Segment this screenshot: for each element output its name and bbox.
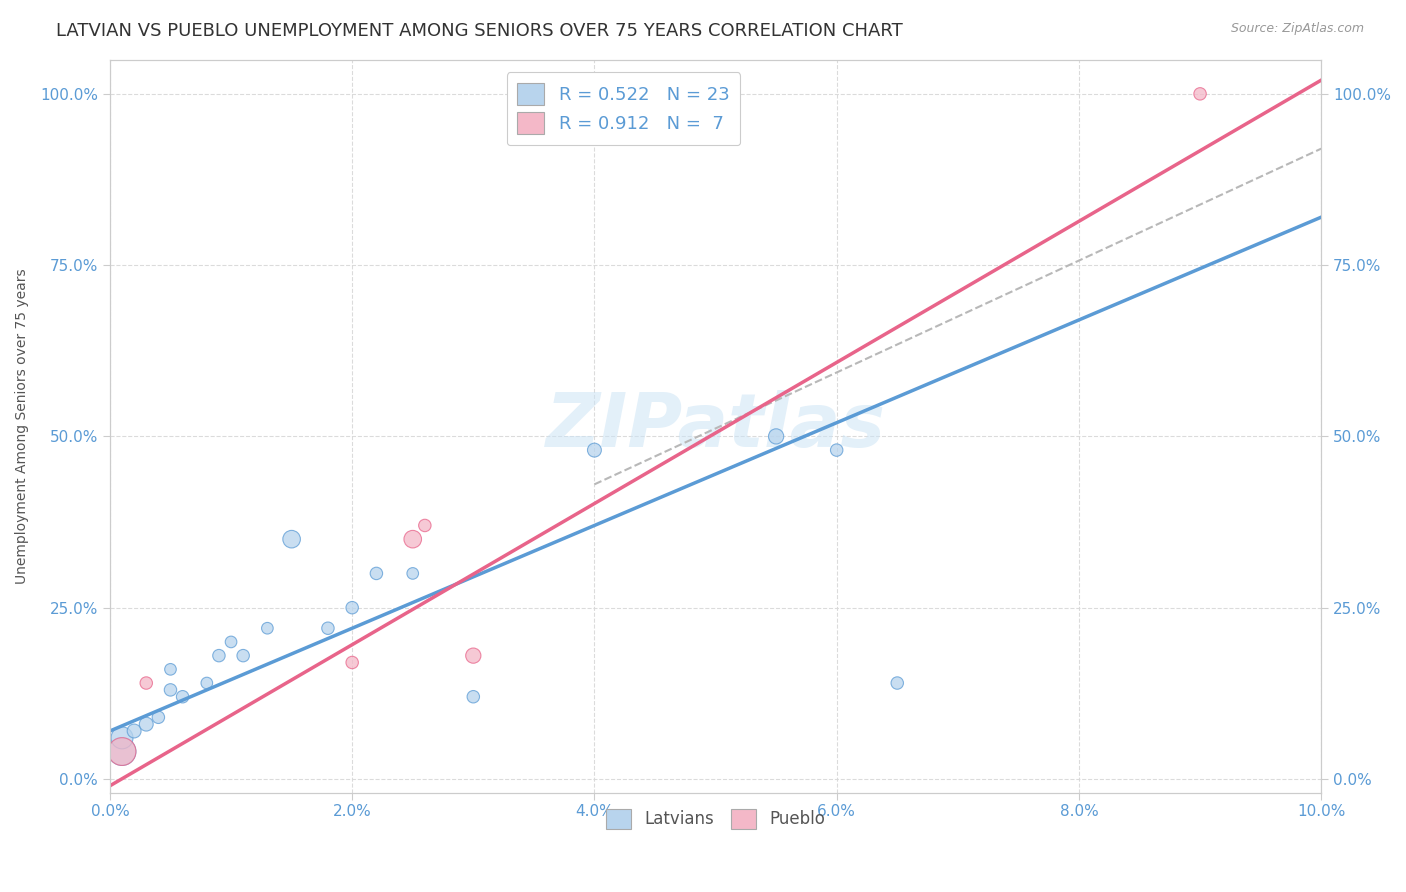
Point [402,566,425,581]
Point [159,682,181,697]
Legend: Latvians, Pueblo: Latvians, Pueblo [599,802,832,836]
Point [1189,87,1212,101]
Point [195,676,218,690]
Point [583,443,606,458]
Point [219,635,242,649]
Point [122,724,145,739]
Point [316,621,339,635]
Point [232,648,254,663]
Point [366,566,388,581]
Point [172,690,194,704]
Point [148,710,170,724]
Point [413,518,436,533]
Point [765,429,787,443]
Text: LATVIAN VS PUEBLO UNEMPLOYMENT AMONG SENIORS OVER 75 YEARS CORRELATION CHART: LATVIAN VS PUEBLO UNEMPLOYMENT AMONG SEN… [56,22,903,40]
Point [208,648,231,663]
Point [280,532,302,546]
Point [111,745,134,759]
Point [825,443,848,458]
Point [463,648,485,663]
Point [886,676,908,690]
Point [111,731,134,745]
Text: Source: ZipAtlas.com: Source: ZipAtlas.com [1230,22,1364,36]
Point [402,532,425,546]
Point [463,690,485,704]
Text: ZIPatlas: ZIPatlas [546,390,886,463]
Y-axis label: Unemployment Among Seniors over 75 years: Unemployment Among Seniors over 75 years [15,268,30,584]
Point [256,621,278,635]
Point [135,676,157,690]
Point [135,717,157,731]
Point [340,600,363,615]
Point [340,656,363,670]
Point [111,745,134,759]
Point [159,662,181,676]
